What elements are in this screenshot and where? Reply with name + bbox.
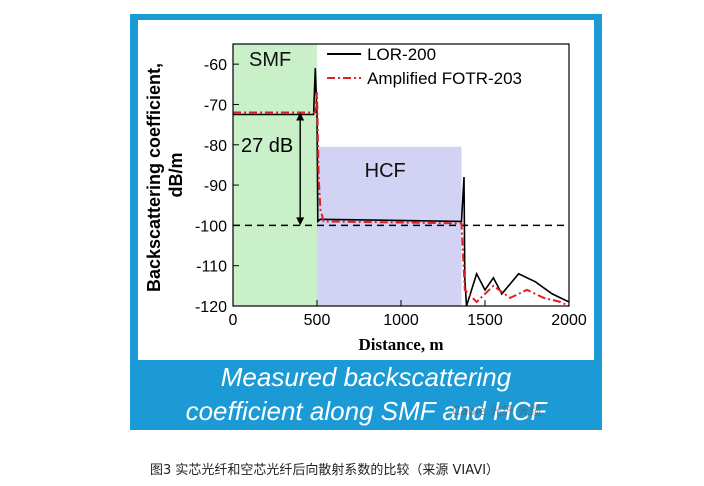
annotation-label: 27 dB	[241, 135, 293, 157]
series-line-1	[233, 92, 570, 307]
caption-line-2: coefficient along SMF and HCF	[185, 396, 547, 426]
x-tick-label: 0	[229, 312, 238, 329]
x-tick-label: 2000	[551, 312, 587, 329]
y-axis-label-line2: dB/m	[166, 153, 186, 198]
legend-label-1: Amplified FOTR-203	[367, 69, 522, 88]
legend-label-0: LOR-200	[367, 45, 436, 64]
y-tick-label: -80	[204, 138, 227, 155]
legend: LOR-200 Amplified FOTR-203	[327, 45, 522, 88]
annotation-layer: 27 dB	[241, 112, 305, 226]
region-smf	[233, 44, 317, 306]
y-tick-label: -110	[196, 259, 227, 276]
y-tick-label: -60	[204, 57, 227, 74]
y-tick-label: -120	[195, 299, 227, 316]
x-tick-label: 1500	[467, 312, 503, 329]
y-axis-label-line1: Backscattering coefficient,	[144, 63, 164, 292]
region-label-hcf: HCF	[365, 160, 406, 182]
y-tick-label: -90	[204, 178, 227, 195]
annotation-arrow-head-top	[296, 112, 305, 121]
watermark: Cable 光纤 光缆	[452, 404, 542, 418]
y-axis-label: Backscattering coefficient, dB/m	[144, 58, 186, 292]
region-hcf	[317, 146, 462, 306]
x-tick-label: 1000	[383, 312, 419, 329]
caption-line-1: Measured backscattering	[220, 362, 512, 392]
region-label-smf: SMF	[249, 49, 291, 71]
x-axis-label: Distance, m	[359, 335, 444, 354]
ticks-layer: 0 500 1000 1500 2000 -60 -70 -80 -90 -100 -110 -120	[195, 57, 587, 329]
y-tick-label: -70	[204, 97, 227, 114]
regions-layer: SMF HCF	[233, 44, 462, 306]
y-tick-label: -100	[195, 218, 227, 235]
figure-caption: 图3 实芯光纤和空芯光纤后向散射系数的比较（来源 VIAVI）	[150, 463, 500, 478]
x-tick-label: 500	[304, 312, 331, 329]
annotation-arrow-head-bottom	[296, 217, 305, 226]
chart: SMF HCF 0 500 1000 1500 2000 -60 -70 -80 -90 -100 -…	[138, 20, 594, 360]
series-layer	[233, 68, 570, 307]
caption-bar: Measured backscattering coefficient alon…	[130, 360, 602, 430]
